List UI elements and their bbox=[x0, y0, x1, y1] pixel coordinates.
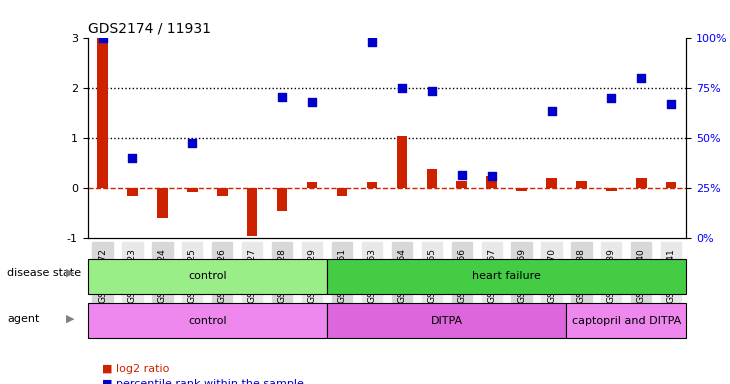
Point bbox=[306, 99, 318, 105]
Bar bbox=[277, 188, 288, 210]
Text: ▶: ▶ bbox=[66, 268, 74, 278]
Text: DITPA: DITPA bbox=[431, 316, 463, 326]
Text: ▶: ▶ bbox=[66, 314, 74, 324]
Point bbox=[276, 94, 288, 100]
Bar bbox=[187, 188, 198, 192]
Text: heart failure: heart failure bbox=[472, 271, 541, 281]
Text: control: control bbox=[188, 271, 226, 281]
Text: disease state: disease state bbox=[7, 268, 82, 278]
Bar bbox=[247, 188, 258, 235]
Bar bbox=[486, 176, 497, 188]
Text: GDS2174 / 11931: GDS2174 / 11931 bbox=[88, 22, 210, 36]
Point bbox=[606, 95, 618, 101]
Bar bbox=[337, 188, 347, 195]
Bar bbox=[97, 38, 108, 188]
Bar bbox=[217, 188, 228, 195]
Point bbox=[366, 39, 378, 45]
Text: agent: agent bbox=[7, 314, 39, 324]
Point bbox=[456, 172, 467, 178]
Point bbox=[635, 75, 647, 81]
Bar bbox=[426, 169, 437, 188]
Text: captopril and DITPA: captopril and DITPA bbox=[572, 316, 681, 326]
Bar bbox=[396, 136, 407, 188]
Text: control: control bbox=[188, 316, 226, 326]
Point bbox=[545, 108, 557, 114]
Point bbox=[96, 35, 108, 41]
Bar bbox=[546, 178, 557, 188]
Bar bbox=[307, 182, 318, 188]
Point bbox=[187, 140, 199, 146]
Bar bbox=[606, 188, 617, 190]
Bar bbox=[366, 182, 377, 188]
Bar bbox=[636, 178, 647, 188]
Bar bbox=[666, 182, 677, 188]
Bar bbox=[127, 188, 138, 195]
Bar bbox=[516, 188, 527, 190]
Point bbox=[426, 88, 437, 94]
Point bbox=[665, 101, 677, 108]
Bar bbox=[157, 188, 168, 218]
Text: ■ percentile rank within the sample: ■ percentile rank within the sample bbox=[102, 379, 304, 384]
Bar bbox=[576, 180, 587, 188]
Text: ■ log2 ratio: ■ log2 ratio bbox=[102, 364, 169, 374]
Point bbox=[486, 173, 498, 179]
Point bbox=[396, 85, 407, 91]
Point bbox=[127, 155, 139, 161]
Bar bbox=[456, 180, 467, 188]
